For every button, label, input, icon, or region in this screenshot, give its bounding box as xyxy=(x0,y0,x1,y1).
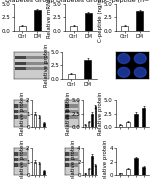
Bar xyxy=(121,26,128,31)
Bar xyxy=(14,110,27,113)
Circle shape xyxy=(118,54,130,64)
Bar xyxy=(88,122,90,127)
Bar xyxy=(65,104,69,108)
Bar xyxy=(65,158,69,161)
Bar xyxy=(65,152,69,156)
Bar xyxy=(126,169,130,175)
Bar xyxy=(134,158,138,175)
Bar xyxy=(65,115,69,118)
Bar xyxy=(43,123,45,127)
Title: C-peptide (n=10): C-peptide (n=10) xyxy=(105,0,150,3)
Bar xyxy=(119,125,122,127)
Bar xyxy=(14,110,18,113)
Bar xyxy=(65,115,78,118)
Bar xyxy=(34,113,36,127)
Y-axis label: Relative protein: Relative protein xyxy=(71,140,76,179)
Bar xyxy=(119,173,122,175)
Y-axis label: Relative protein: Relative protein xyxy=(20,92,25,135)
Circle shape xyxy=(134,54,146,64)
Bar xyxy=(85,13,92,31)
Bar xyxy=(14,163,18,167)
Bar xyxy=(142,167,146,175)
Bar xyxy=(85,173,86,175)
Y-axis label: Relative mRNA: Relative mRNA xyxy=(47,0,52,38)
Bar xyxy=(39,163,40,175)
Bar xyxy=(43,171,45,175)
Bar xyxy=(15,62,26,65)
Bar xyxy=(14,163,27,167)
Bar xyxy=(95,106,96,127)
Bar xyxy=(14,115,27,118)
Bar xyxy=(142,108,146,127)
Y-axis label: Relative protein: Relative protein xyxy=(98,92,103,135)
Bar xyxy=(15,67,48,70)
Bar xyxy=(14,152,27,156)
Y-axis label: Relative protein: Relative protein xyxy=(44,44,49,87)
Bar xyxy=(14,104,27,108)
Bar xyxy=(65,158,78,161)
Bar xyxy=(34,10,41,31)
Y-axis label: Relative protein: Relative protein xyxy=(20,140,25,179)
Bar xyxy=(14,104,18,108)
Bar xyxy=(65,152,78,156)
Bar xyxy=(136,11,143,31)
Bar xyxy=(68,74,75,79)
Y-axis label: C-peptide (ng/ml): C-peptide (ng/ml) xyxy=(98,0,103,42)
Bar xyxy=(92,113,93,127)
Bar xyxy=(70,26,77,31)
Y-axis label: Relative protein: Relative protein xyxy=(103,140,108,179)
Bar xyxy=(65,104,78,108)
Circle shape xyxy=(134,67,146,77)
Y-axis label: Relative mRNA: Relative mRNA xyxy=(0,0,1,38)
Bar xyxy=(34,162,36,175)
Circle shape xyxy=(118,67,130,77)
Bar xyxy=(14,115,18,118)
Bar xyxy=(65,163,78,167)
Bar xyxy=(14,152,18,156)
Bar xyxy=(65,110,78,113)
Bar xyxy=(95,165,96,175)
Bar xyxy=(15,62,48,65)
Bar xyxy=(92,156,93,175)
Bar xyxy=(65,163,69,167)
Bar xyxy=(19,26,26,31)
Bar xyxy=(84,60,91,79)
Bar xyxy=(88,169,90,175)
Y-axis label: Relative protein: Relative protein xyxy=(66,92,70,135)
Bar xyxy=(126,122,130,127)
Bar xyxy=(39,116,40,127)
Bar xyxy=(65,110,69,113)
Title: Diabetes Group: Diabetes Group xyxy=(5,0,55,3)
Bar xyxy=(14,158,18,161)
Bar xyxy=(15,56,26,59)
Bar xyxy=(14,158,27,161)
Bar xyxy=(85,125,86,127)
Title: Diabetes Group: Diabetes Group xyxy=(56,0,106,3)
Bar xyxy=(134,113,138,127)
Bar xyxy=(15,67,26,70)
Bar xyxy=(15,56,48,59)
